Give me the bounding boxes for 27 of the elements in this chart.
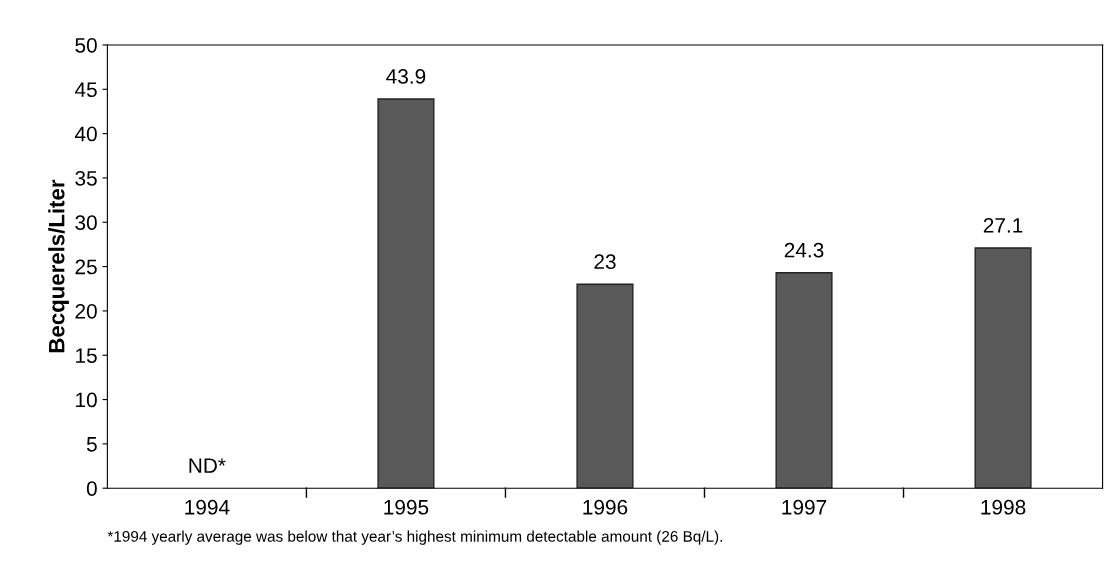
y-tick-label: 20 <box>75 303 97 319</box>
y-tick-label: 10 <box>76 392 97 408</box>
y-tick-label: 45 <box>74 82 97 98</box>
text: ND* <box>189 458 226 473</box>
y-tick-label: 5 <box>86 437 97 452</box>
bar <box>576 283 634 489</box>
x-tick-label: 1997 <box>782 499 827 515</box>
data-label: 43.9 <box>386 69 426 84</box>
y-tick-label: 35 <box>75 170 97 186</box>
bar <box>377 98 435 489</box>
y-tick-label: 25 <box>75 259 97 275</box>
y-tick-label: 0 <box>86 481 97 496</box>
y-tick-label: 40 <box>74 126 97 142</box>
x-tick-label: 1996 <box>583 499 628 515</box>
y-tick-label: 30 <box>75 215 97 231</box>
data-label: 23 <box>594 254 616 270</box>
y-tick-label: 15 <box>76 348 97 363</box>
data-label: 27.1 <box>983 217 1023 233</box>
bar <box>974 247 1032 489</box>
x-tick-label: 1995 <box>384 499 429 515</box>
x-tick-label: 1994 <box>185 499 230 515</box>
y-tick-label: 50 <box>75 37 97 53</box>
y-axis-title: Becquerels/Liter <box>48 179 69 353</box>
x-tick-label: 1998 <box>981 499 1026 515</box>
data-label: 24.3 <box>784 242 824 258</box>
text: *1994 yearly average was below that year’s highest minimum detectable amount (26 Bq/L). <box>107 530 722 545</box>
bar <box>775 272 833 489</box>
